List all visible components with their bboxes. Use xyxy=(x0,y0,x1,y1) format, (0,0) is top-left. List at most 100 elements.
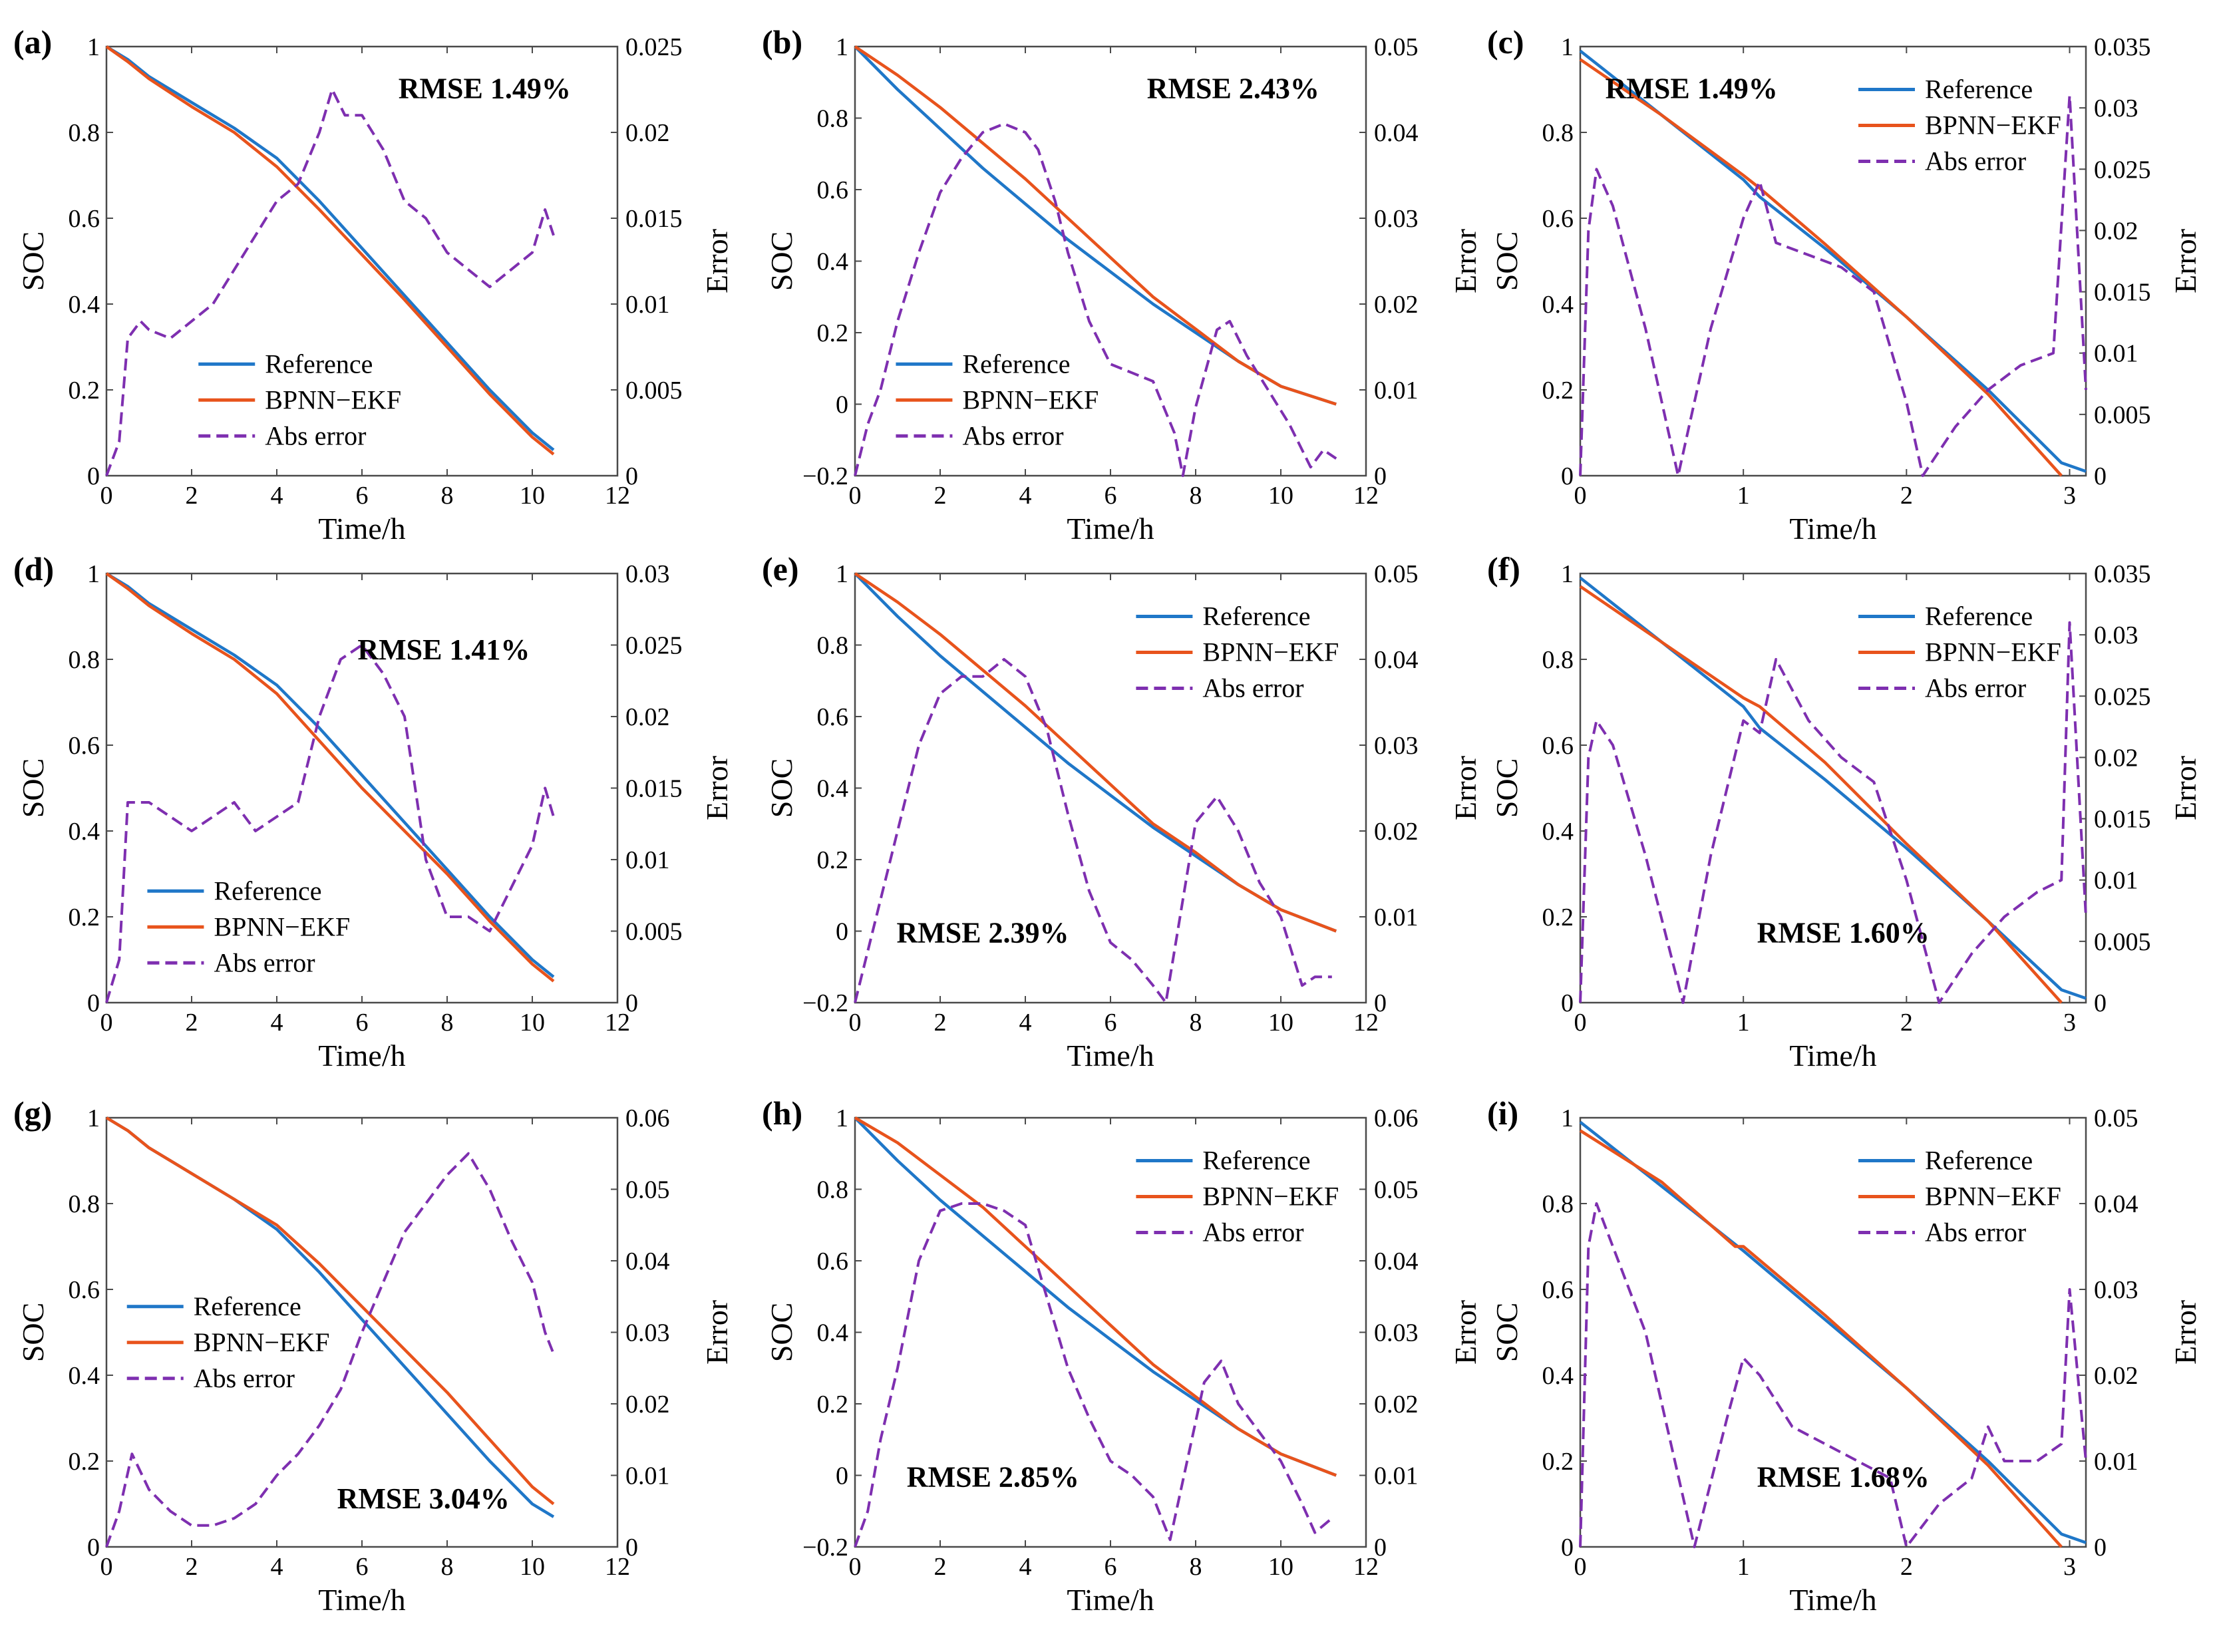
y-axis-title: SOC xyxy=(765,1303,798,1362)
chart-panel-i: 0 1 2 300.20.40.60.8100.010.020.030.040.05T… xyxy=(1487,1094,2202,1617)
y-tick-label: 0 xyxy=(1561,989,1574,1017)
x-tick-label: 10 xyxy=(1268,482,1293,510)
legend-label: Reference xyxy=(1202,1146,1310,1176)
y2-tick-label: 0 xyxy=(625,1534,638,1562)
y-tick-label: 0.2 xyxy=(69,1448,100,1476)
x-tick-label: 8 xyxy=(1190,1009,1202,1037)
x-tick-label: 6 xyxy=(356,482,369,510)
x-tick-label: 2 xyxy=(1900,1009,1913,1037)
x-axis-title: Time/h xyxy=(1067,512,1154,546)
y-tick-label: 0.4 xyxy=(1542,818,1574,846)
chart-panel-e: 0 2 4 6 8 10 12−0.200.20.40.60.8100.010.020.03… xyxy=(762,550,1482,1073)
x-tick-label: 6 xyxy=(1105,482,1117,510)
x-axis-title: Time/h xyxy=(1789,512,1876,546)
legend-label: BPNN−EKF xyxy=(962,385,1099,414)
y2-tick-label: 0.02 xyxy=(2094,1362,2138,1390)
y2-tick-label: 0.04 xyxy=(1374,1247,1419,1275)
series-reference-line xyxy=(105,1116,555,1518)
panel-label: (b) xyxy=(762,23,802,61)
y2-tick-label: 0.03 xyxy=(1374,205,1419,233)
x-axis-title: Time/h xyxy=(1789,1039,1876,1073)
y2-tick-label: 0.03 xyxy=(625,1319,670,1347)
y2-tick-label: 0 xyxy=(625,462,638,490)
y2-tick-label: 0.06 xyxy=(1374,1104,1419,1132)
legend-label: Reference xyxy=(214,876,321,906)
x-tick-label: 10 xyxy=(520,482,545,510)
rmse-annotation: RMSE 1.68% xyxy=(1757,1461,1930,1494)
legend-label: Abs error xyxy=(214,947,315,977)
legend-label: BPNN−EKF xyxy=(1925,637,2061,667)
x-tick-label: 0 xyxy=(100,1553,113,1581)
x-tick-label: 2 xyxy=(934,482,947,510)
y2-axis-title: Error xyxy=(2168,1300,2202,1365)
legend-label: BPNN−EKF xyxy=(1925,110,2061,140)
y-tick-label: 0.4 xyxy=(1542,1362,1574,1390)
plot-frame xyxy=(1579,1116,2087,1548)
y2-tick-label: 0.025 xyxy=(625,632,683,660)
y-tick-label: 0.2 xyxy=(69,904,100,931)
y-tick-label: 1 xyxy=(836,33,848,61)
x-tick-label: 3 xyxy=(2063,482,2076,510)
y-tick-label: 0.6 xyxy=(1542,1276,1574,1304)
y2-tick-label: 0.04 xyxy=(1374,646,1419,674)
panel-label: (d) xyxy=(13,550,54,587)
rmse-annotation: RMSE 2.43% xyxy=(1147,72,1319,104)
y2-tick-label: 0.04 xyxy=(625,1247,670,1275)
y-tick-label: −0.2 xyxy=(802,1534,848,1562)
plot-frame xyxy=(1579,45,2087,477)
x-tick-label: 0 xyxy=(100,1009,113,1037)
chart-panel-h: 0 2 4 6 8 10 12−0.200.20.40.60.8100.010.020.03… xyxy=(762,1094,1482,1617)
series-abs-error-line xyxy=(854,658,1332,1004)
y2-tick-label: 0.03 xyxy=(1374,732,1419,760)
chart-panel-b: 0 2 4 6 8 10 12−0.200.20.40.60.8100.010.020.03… xyxy=(762,23,1482,546)
y2-tick-label: 0.01 xyxy=(2094,340,2138,368)
y2-tick-label: 0.01 xyxy=(1374,1462,1419,1490)
legend-label: Abs error xyxy=(1202,1218,1303,1247)
y-tick-label: 1 xyxy=(836,1104,848,1132)
legend-label: BPNN−EKF xyxy=(1925,1182,2061,1212)
x-tick-label: 1 xyxy=(1737,1553,1750,1581)
y-tick-label: 1 xyxy=(87,560,100,588)
y2-tick-label: 0 xyxy=(1374,989,1387,1017)
y-tick-label: 0.6 xyxy=(69,1276,100,1304)
y2-tick-label: 0.03 xyxy=(2094,94,2138,122)
panel-label: (g) xyxy=(13,1094,52,1132)
series-abs-error-line xyxy=(1579,621,2087,1004)
y-tick-label: 1 xyxy=(1561,1104,1574,1132)
y2-tick-label: 0.015 xyxy=(2094,279,2151,307)
x-tick-label: 0 xyxy=(849,1009,862,1037)
x-tick-label: 12 xyxy=(605,482,630,510)
y-axis-title: SOC xyxy=(16,1303,50,1362)
y-tick-label: 0.4 xyxy=(817,248,849,276)
y-tick-label: 0.2 xyxy=(817,1391,849,1418)
x-tick-label: 10 xyxy=(1268,1009,1293,1037)
y2-tick-label: 0 xyxy=(2094,462,2107,490)
y-tick-label: 0 xyxy=(836,391,848,419)
y2-tick-label: 0.03 xyxy=(2094,621,2138,649)
panel-label: (c) xyxy=(1487,23,1524,61)
y2-tick-label: 0.035 xyxy=(2094,33,2151,61)
y-tick-label: −0.2 xyxy=(802,462,848,490)
series-reference-line xyxy=(1579,1120,2087,1544)
y-tick-label: 1 xyxy=(87,33,100,61)
series-reference-line xyxy=(105,572,555,979)
x-tick-label: 2 xyxy=(186,482,198,510)
x-tick-label: 8 xyxy=(441,482,454,510)
rmse-annotation: RMSE 1.49% xyxy=(399,72,571,104)
y2-tick-label: 0.01 xyxy=(625,1462,670,1490)
rmse-annotation: RMSE 2.85% xyxy=(907,1461,1079,1494)
legend-label: BPNN−EKF xyxy=(194,1327,330,1357)
y2-tick-label: 0.01 xyxy=(625,291,670,319)
legend-label: Reference xyxy=(194,1291,301,1321)
y-tick-label: 0 xyxy=(1561,462,1574,490)
x-tick-label: 4 xyxy=(1019,1009,1032,1037)
chart-panel-d: 0 2 4 6 8 10 1200.20.40.60.8100.0050.010.0150.… xyxy=(13,550,734,1073)
chart-panel-a: 0 2 4 6 8 10 1200.20.40.60.8100.0050.010.0150.… xyxy=(13,23,734,546)
legend-label: BPNN−EKF xyxy=(265,385,401,414)
legend-label: Abs error xyxy=(962,420,1063,450)
y2-tick-label: 0.03 xyxy=(1374,1319,1419,1347)
panel-label: (h) xyxy=(762,1094,802,1132)
legend-label: Reference xyxy=(962,349,1070,379)
y2-tick-label: 0.04 xyxy=(2094,1190,2138,1218)
